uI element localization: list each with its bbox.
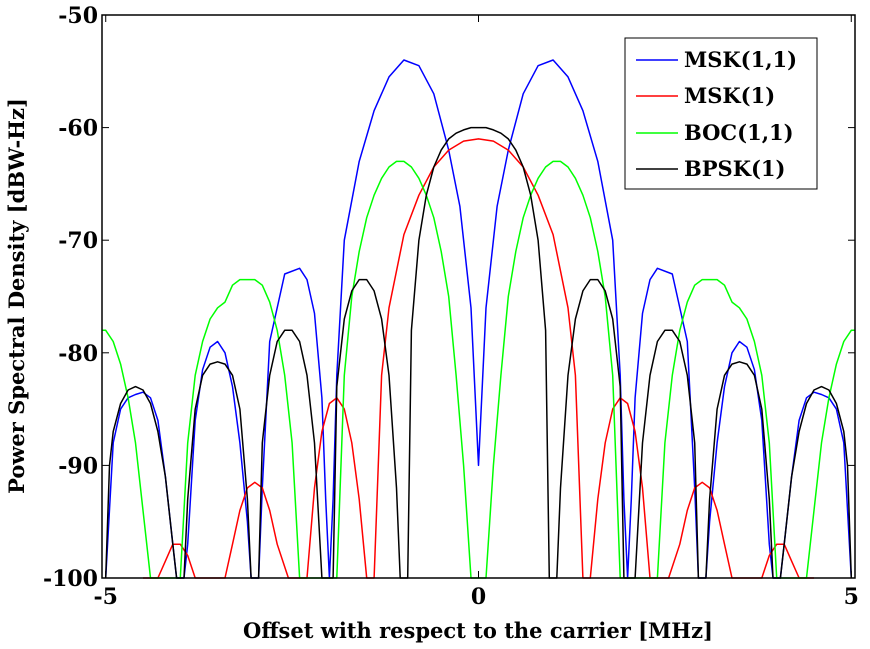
- x-tick-label: 0: [471, 584, 486, 610]
- x-tick-label: 5: [844, 584, 859, 610]
- series-line-2: [102, 160, 855, 579]
- legend-box: [624, 37, 818, 190]
- legend-label-boc11: BOC(1,1): [684, 120, 794, 145]
- legend-label-bpsk1: BPSK(1): [684, 156, 785, 181]
- y-tick-label: -70: [58, 228, 98, 254]
- y-tick-label: -100: [43, 566, 98, 592]
- x-tick-label: -5: [94, 584, 118, 610]
- series-line-3: [104, 126, 853, 579]
- y-tick-label: -60: [58, 116, 98, 142]
- legend: MSK(1,1) MSK(1) BOC(1,1) BPSK(1): [624, 37, 818, 190]
- y-tick-label: -90: [58, 453, 98, 479]
- series-line-1: [143, 138, 814, 579]
- series-line-0: [104, 59, 853, 579]
- y-tick-label: -50: [58, 3, 98, 29]
- y-tick-label: -80: [58, 341, 98, 367]
- x-axis-label: Offset with respect to the carrier [MHz]: [243, 618, 713, 643]
- axis-ticks: -5 0 5-100-90-80-70-60-50: [43, 3, 859, 610]
- legend-label-msk1: MSK(1): [684, 83, 775, 108]
- y-axis-label: Power Spectral Density [dBW-Hz]: [4, 98, 29, 494]
- legend-label-msk11: MSK(1,1): [684, 47, 797, 72]
